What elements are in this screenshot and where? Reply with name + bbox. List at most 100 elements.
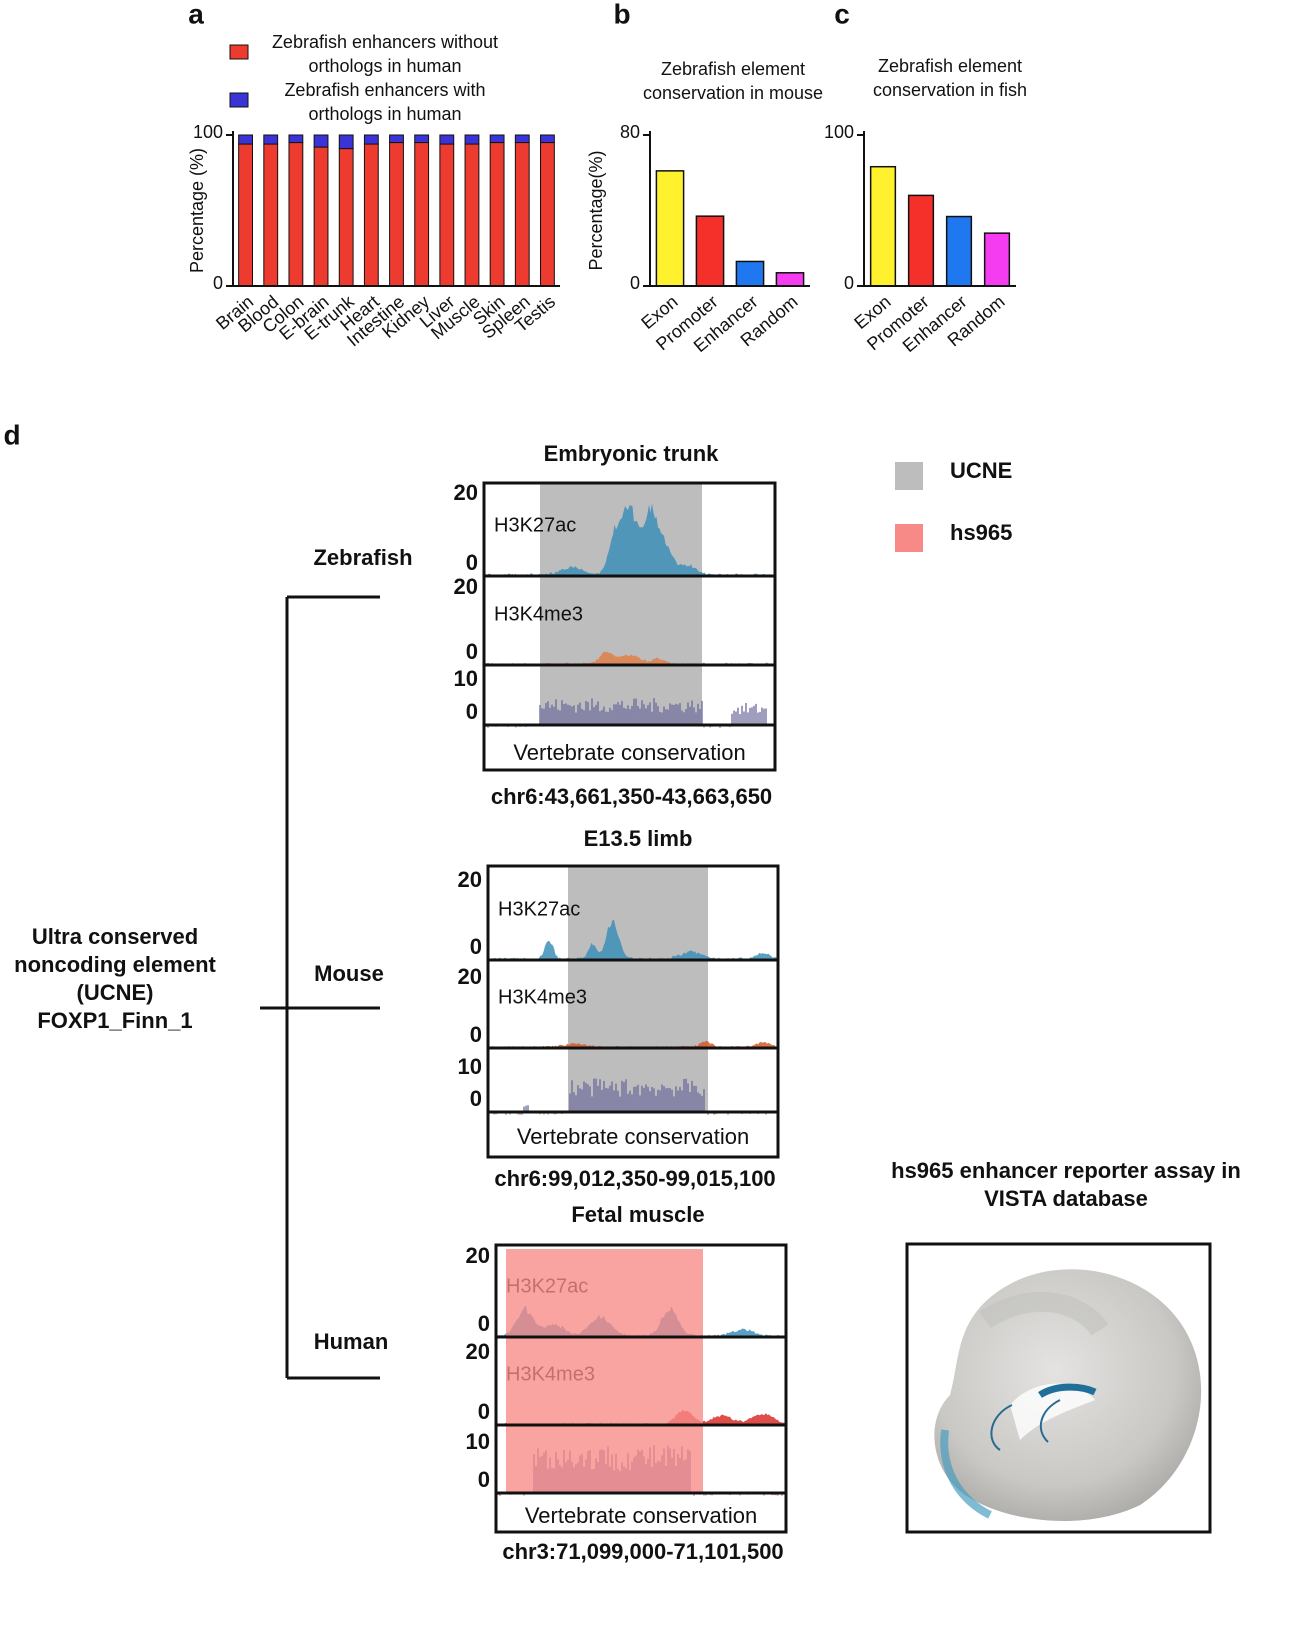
track-label: Vertebrate conservation [513, 740, 745, 765]
track-range-min: 0 [470, 934, 482, 959]
y-axis-label: Percentage(%) [586, 150, 606, 270]
track-range-max: 20 [466, 1339, 490, 1364]
vista-title: VISTA database [984, 1186, 1148, 1211]
track-range-max: 10 [458, 1054, 482, 1079]
panel-letter: a [188, 0, 204, 29]
bar-segment [288, 142, 304, 287]
track-frame [494, 1243, 788, 1534]
bar-segment [389, 134, 404, 144]
legend-swatch [895, 524, 923, 552]
signal-track [496, 1410, 786, 1425]
bar-segment [263, 143, 279, 287]
coordinates: chr6:43,661,350-43,663,650 [491, 784, 772, 809]
track-range-max: 20 [454, 480, 478, 505]
signal-track [484, 651, 775, 665]
coordinates: chr3:71,099,000-71,101,500 [502, 1539, 783, 1564]
track-label: H3K27ac [494, 514, 576, 536]
track-panel-title: Embryonic trunk [544, 441, 720, 466]
chart-title: Zebrafish element conservation in fish [872, 56, 1028, 100]
y-axis-label: Percentage (%) [187, 148, 207, 273]
bar-segment [238, 143, 253, 287]
chart-title: Zebrafish element conservation in mouse [642, 59, 824, 103]
legend-swatch [229, 44, 249, 60]
panel-letter: d [3, 419, 20, 450]
species-label: Zebrafish [313, 545, 412, 570]
track-range-min: 0 [470, 1022, 482, 1047]
legend-swatch [895, 462, 923, 490]
bar [907, 194, 935, 287]
track-range-min: 0 [466, 550, 478, 575]
track-range-min: 0 [466, 639, 478, 664]
bar [655, 170, 685, 287]
track-range-max: 20 [458, 964, 482, 989]
bar-segment [288, 134, 304, 144]
panel-letter: c [834, 0, 850, 29]
bar-segment [464, 143, 480, 287]
track-range-max: 20 [454, 574, 478, 599]
region-highlight [568, 866, 708, 1112]
track-range-min: 0 [478, 1467, 490, 1492]
root-label: Ultra conserved [32, 924, 198, 949]
legend-label: UCNE [950, 458, 1012, 483]
track-label: H3K27ac [498, 898, 580, 920]
track-range-min: 0 [470, 1086, 482, 1111]
track-frame [482, 481, 777, 772]
track-range-max: 10 [454, 666, 478, 691]
bar [983, 232, 1011, 287]
coordinates: chr6:99,012,350-99,015,100 [494, 1166, 775, 1191]
track-panel-title: E13.5 limb [584, 826, 693, 851]
bar [869, 165, 897, 287]
bar-segment [238, 134, 253, 145]
track-label: H3K4me3 [494, 603, 583, 625]
vista-title: hs965 enhancer reporter assay in [891, 1158, 1241, 1183]
track-range-min: 0 [478, 1311, 490, 1336]
y-tick-label: 100 [824, 122, 854, 142]
track-range-max: 10 [466, 1429, 490, 1454]
track-label: H3K4me3 [498, 986, 587, 1008]
embryo-image [934, 1269, 1202, 1522]
bar-segment [514, 134, 530, 144]
bar [775, 272, 805, 287]
legend-swatch [229, 92, 249, 108]
root-label: noncoding element [14, 952, 216, 977]
bar-segment [389, 142, 404, 287]
species-label: Mouse [314, 961, 384, 986]
bar [695, 215, 725, 287]
bar-segment [540, 142, 555, 287]
bar-segment [489, 142, 505, 287]
bar-segment [514, 142, 530, 287]
legend-label: Zebrafish enhancers with orthologs in hu… [284, 80, 486, 124]
bar-segment [338, 134, 354, 150]
y-tick-label: 0 [213, 273, 223, 293]
legend-label: hs965 [950, 520, 1012, 545]
root-label: (UCNE) [77, 980, 154, 1005]
region-highlight [506, 1249, 703, 1493]
signal-track [484, 503, 775, 576]
track-frame [486, 864, 780, 1159]
signal-track [488, 1040, 778, 1048]
y-tick-label: 80 [620, 122, 640, 142]
y-tick-label: 100 [193, 122, 223, 142]
bar-segment [439, 143, 455, 287]
bar-segment [313, 134, 329, 148]
track-label: Vertebrate conservation [525, 1503, 757, 1528]
bar-segment [439, 134, 455, 145]
legend-label: Zebrafish enhancers without orthologs in… [271, 32, 499, 76]
tree [260, 595, 380, 1380]
bar-segment [363, 134, 379, 145]
bar-segment [363, 143, 379, 287]
species-label: Human [314, 1329, 389, 1354]
bar-segment [313, 146, 329, 287]
root-label: FOXP1_Finn_1 [37, 1008, 192, 1033]
track-range-min: 0 [466, 699, 478, 724]
y-tick-label: 0 [844, 273, 854, 293]
bar-segment [540, 134, 555, 144]
track-label: Vertebrate conservation [517, 1124, 749, 1149]
track-range-max: 20 [466, 1243, 490, 1268]
bar-segment [489, 134, 505, 144]
panel-letter: b [613, 0, 630, 29]
bar [945, 215, 973, 287]
bar [735, 260, 765, 287]
